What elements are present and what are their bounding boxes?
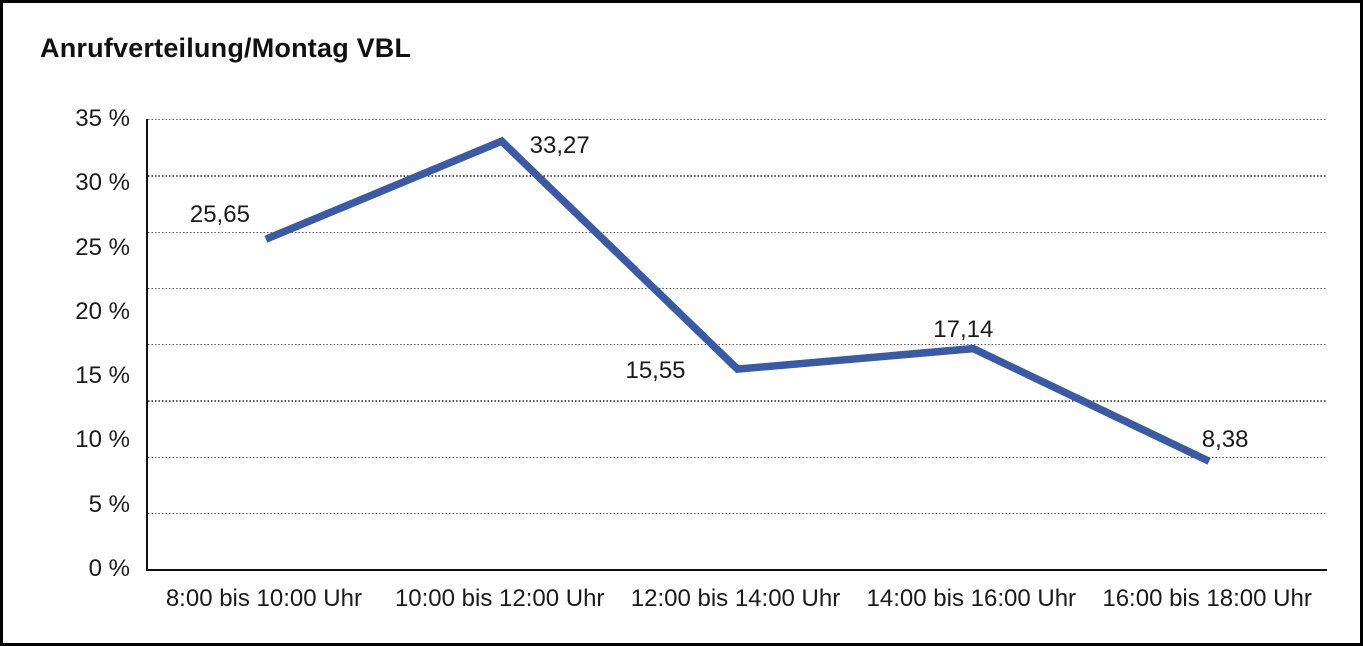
data-point-label: 33,27 — [529, 132, 590, 160]
data-point-label: 15,55 — [625, 357, 686, 385]
data-point-label: 17,14 — [933, 315, 994, 343]
data-line — [264, 136, 1211, 465]
y-axis-tick-label: 20 % — [75, 297, 130, 325]
y-axis-tick-label: 5 % — [88, 490, 130, 518]
data-point-label: 8,38 — [1201, 426, 1249, 454]
y-axis-tick-label: 0 % — [88, 555, 130, 582]
x-axis-tick-label: 12:00 bis 14:00 Uhr — [630, 585, 841, 612]
gridline — [148, 287, 1327, 290]
x-axis-tick-label: 16:00 bis 18:00 Uhr — [1102, 585, 1312, 612]
y-axis-tick-label: 30 % — [75, 169, 130, 197]
plot-area — [146, 119, 1327, 571]
y-axis-tick-label: 10 % — [75, 426, 130, 454]
y-axis-tick-label: 15 % — [75, 362, 130, 390]
gridline — [148, 456, 1327, 458]
x-axis-tick-label: 10:00 bis 12:00 Uhr — [394, 585, 605, 612]
data-point-label: 25,65 — [189, 201, 250, 229]
y-axis-tick-label: 25 % — [75, 233, 130, 261]
gridline — [148, 512, 1327, 515]
gridline — [148, 119, 1327, 121]
gridline — [148, 231, 1327, 233]
gridline — [148, 175, 1327, 177]
gridline — [148, 344, 1327, 346]
x-axis-tick-label: 14:00 bis 16:00 Uhr — [866, 585, 1077, 612]
line-chart-svg — [264, 136, 1211, 465]
y-axis-tick-label: 35 % — [75, 105, 130, 132]
gridline — [148, 400, 1327, 402]
x-axis-tick-label: 8:00 bis 10:00 Uhr — [165, 585, 362, 612]
chart-title: Anrufverteilung/Montag VBL — [40, 33, 412, 63]
